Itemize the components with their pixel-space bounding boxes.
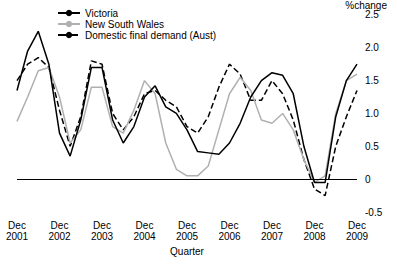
svg-text:2008: 2008 (303, 231, 326, 242)
svg-text:Dec: Dec (306, 220, 324, 231)
svg-text:2003: 2003 (91, 231, 114, 242)
svg-text:Dec: Dec (8, 220, 26, 231)
svg-text:2004: 2004 (133, 231, 156, 242)
svg-text:2001: 2001 (6, 231, 29, 242)
svg-text:1.0: 1.0 (365, 108, 379, 119)
svg-text:Dec: Dec (51, 220, 69, 231)
svg-text:2006: 2006 (218, 231, 241, 242)
svg-text:Dec: Dec (221, 220, 239, 231)
svg-text:0: 0 (365, 174, 371, 185)
svg-text:2.5: 2.5 (365, 9, 379, 20)
svg-text:-0.5: -0.5 (365, 207, 383, 218)
svg-text:2009: 2009 (346, 231, 369, 242)
svg-text:2002: 2002 (48, 231, 71, 242)
svg-text:Dec: Dec (263, 220, 281, 231)
svg-text:Dec: Dec (178, 220, 196, 231)
svg-text:Dec: Dec (93, 220, 111, 231)
svg-text:0.5: 0.5 (365, 141, 379, 152)
svg-text:Victoria: Victoria (85, 8, 119, 19)
svg-text:Dec: Dec (348, 220, 366, 231)
svg-text:Dec: Dec (136, 220, 154, 231)
svg-text:Domestic final demand (Aust): Domestic final demand (Aust) (85, 30, 216, 41)
svg-text:Quarter: Quarter (170, 246, 205, 257)
svg-text:2007: 2007 (261, 231, 284, 242)
svg-text:New South Wales: New South Wales (85, 19, 164, 30)
svg-text:2.0: 2.0 (365, 42, 379, 53)
svg-text:2005: 2005 (176, 231, 199, 242)
svg-text:1.5: 1.5 (365, 75, 379, 86)
